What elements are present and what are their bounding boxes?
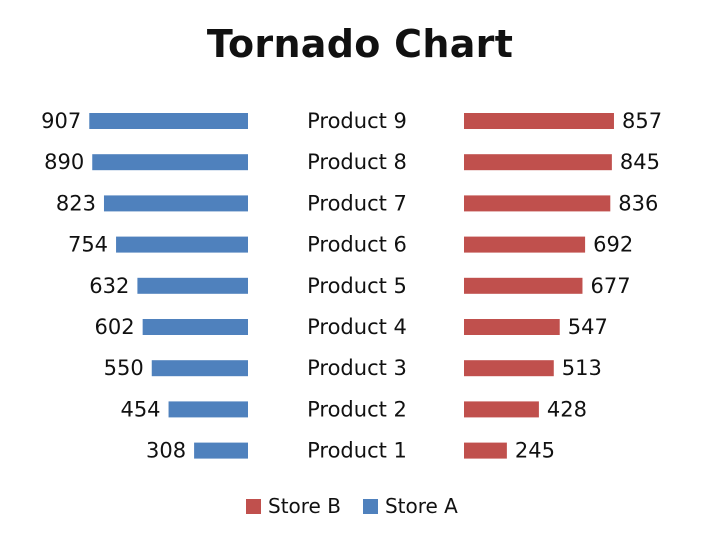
bar-store-b-product-2 — [464, 401, 539, 418]
data-label-store-b-product-2: 428 — [547, 397, 587, 421]
category-label-product-7: Product 7 — [307, 191, 407, 215]
category-label-product-3: Product 3 — [307, 356, 407, 380]
category-label-product-9: Product 9 — [307, 109, 407, 133]
legend-item-store-a: Store A — [362, 494, 458, 518]
category-label-product-8: Product 8 — [307, 150, 407, 174]
data-label-store-b-product-5: 677 — [590, 274, 630, 298]
data-label-store-b-product-8: 845 — [620, 150, 660, 174]
bar-store-b-product-5 — [464, 277, 583, 294]
bar-store-a-product-5 — [137, 277, 248, 294]
bar-store-a-product-6 — [116, 236, 248, 253]
bar-store-a-product-9 — [89, 113, 249, 129]
data-label-store-b-product-1: 245 — [515, 439, 555, 463]
legend-swatch-store-b — [246, 498, 261, 514]
category-label-product-2: Product 2 — [307, 397, 407, 421]
legend-label-store-b: Store B — [268, 494, 341, 518]
bar-store-b-product-9 — [464, 113, 614, 129]
category-label-product-4: Product 4 — [307, 315, 407, 339]
bar-store-a-product-8 — [92, 154, 248, 171]
bar-store-a-product-4 — [142, 319, 248, 335]
category-label-product-1: Product 1 — [307, 439, 407, 463]
data-label-store-a-product-9: 907 — [41, 109, 81, 133]
bar-store-a-product-2 — [168, 401, 248, 418]
bar-store-b-product-7 — [464, 195, 611, 212]
bar-store-a-product-7 — [103, 195, 248, 212]
bar-store-b-product-8 — [464, 154, 612, 171]
bar-store-b-product-3 — [464, 360, 554, 377]
data-label-store-a-product-7: 823 — [56, 191, 96, 215]
bar-store-b-product-1 — [464, 442, 507, 459]
data-label-store-a-product-6: 754 — [68, 233, 108, 257]
data-label-store-a-product-8: 890 — [44, 150, 84, 174]
data-label-store-a-product-5: 632 — [89, 274, 129, 298]
data-label-store-a-product-1: 308 — [146, 439, 186, 463]
bar-store-a-product-1 — [194, 442, 248, 459]
category-label-product-6: Product 6 — [307, 233, 407, 257]
bar-store-b-product-6 — [464, 236, 586, 253]
data-label-store-b-product-9: 857 — [622, 109, 662, 133]
data-label-store-b-product-6: 692 — [593, 233, 633, 257]
data-label-store-b-product-4: 547 — [568, 315, 608, 339]
legend-label-store-a: Store A — [384, 494, 458, 518]
legend-item-store-b: Store B — [246, 494, 341, 518]
data-label-store-a-product-4: 602 — [95, 315, 135, 339]
chart-legend: Store B Store A — [246, 494, 480, 518]
data-label-store-b-product-7: 836 — [618, 191, 658, 215]
data-label-store-a-product-3: 550 — [104, 356, 144, 380]
bar-store-a-product-3 — [151, 360, 248, 377]
category-label-product-5: Product 5 — [307, 274, 407, 298]
bar-store-b-product-4 — [464, 319, 560, 335]
chart-title: Tornado Chart — [206, 22, 514, 66]
data-label-store-a-product-2: 454 — [120, 397, 160, 421]
legend-swatch-store-a — [362, 498, 378, 514]
data-label-store-b-product-3: 513 — [562, 356, 602, 380]
